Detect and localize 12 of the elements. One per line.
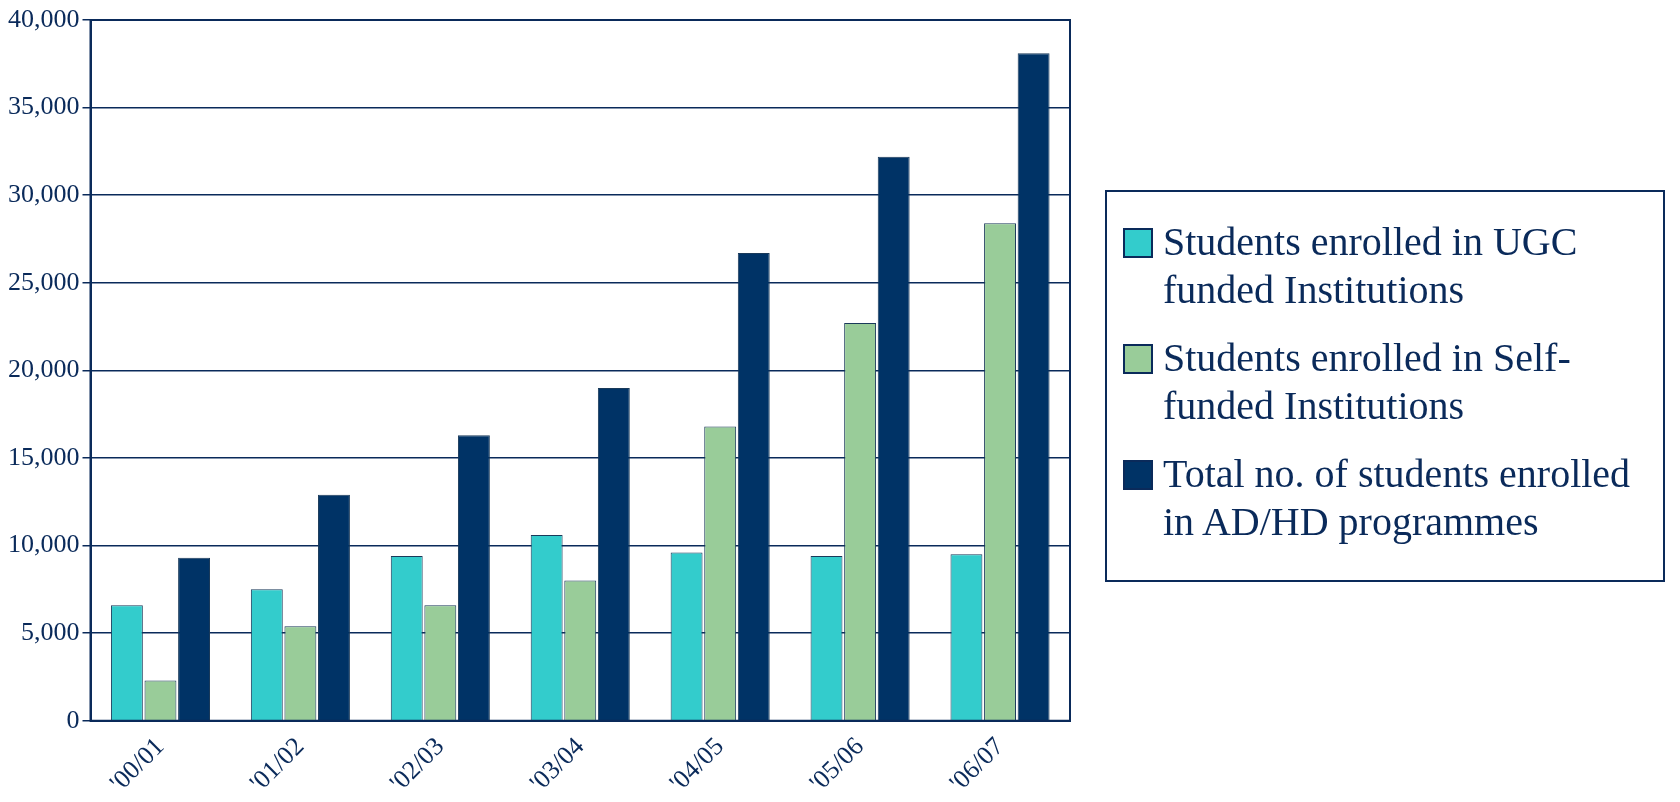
y-tick-label: 30,000 <box>8 179 80 209</box>
y-tick-label: 5,000 <box>21 616 80 646</box>
y-tick-label: 0 <box>66 704 80 734</box>
y-tick-label: 20,000 <box>8 354 80 384</box>
legend-label: Total no. of students enrolled in AD/HD programmes <box>1163 450 1632 546</box>
legend-label: Students enrolled in Self-funded Institutions <box>1163 334 1572 430</box>
y-tick-label: 10,000 <box>8 529 80 559</box>
y-tick-label: 35,000 <box>8 91 80 121</box>
legend-label: Students enrolled in UGC funded Institutions <box>1163 218 1579 314</box>
y-tick-label: 15,000 <box>8 441 80 471</box>
y-tick-label: 40,000 <box>8 3 80 33</box>
y-tick-label: 25,000 <box>8 266 80 296</box>
